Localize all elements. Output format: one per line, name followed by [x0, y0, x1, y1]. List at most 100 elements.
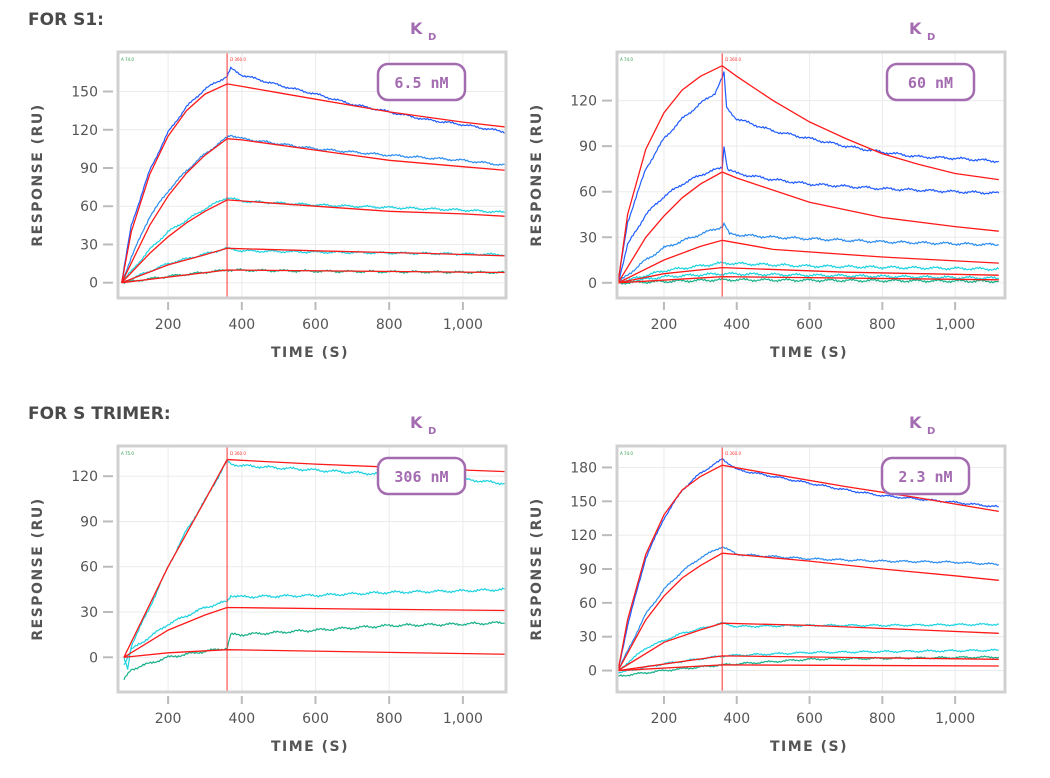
kd-header: K [909, 413, 922, 432]
y-tick-label: 60 [80, 199, 98, 215]
y-tick-label: 0 [588, 664, 597, 680]
x-axis-label: TIME (S) [271, 345, 349, 361]
dissociation-marker-label: D 360.0 [230, 451, 246, 456]
x-tick-label: 400 [228, 711, 255, 727]
data-series-line-1 [123, 587, 506, 666]
x-axis-label: TIME (S) [271, 739, 349, 755]
y-tick-label: 60 [579, 596, 597, 612]
fit-curve-1 [123, 606, 506, 658]
x-tick-label: 400 [723, 711, 750, 727]
section-title: FOR S TRIMER: [28, 404, 171, 424]
y-tick-label: 60 [579, 185, 597, 201]
data-series-line-5 [618, 277, 999, 285]
y-tick-label: 120 [71, 123, 98, 139]
x-tick-label: 1,000 [443, 711, 483, 727]
fit-curve-1 [617, 552, 999, 671]
x-tick-label: 200 [155, 711, 182, 727]
x-tick-label: 200 [651, 317, 678, 333]
y-tick-label: 30 [579, 230, 597, 246]
x-tick-label: 800 [376, 317, 403, 333]
association-marker-label: A 74.0 [121, 57, 134, 62]
data-series-line-3 [617, 261, 1000, 285]
y-tick-label: 30 [80, 605, 98, 621]
y-tick-label: 120 [570, 94, 597, 110]
x-axis-label: TIME (S) [770, 739, 848, 755]
plot-frame [116, 50, 508, 300]
kd-header: K [909, 19, 922, 38]
x-tick-label: 400 [723, 317, 750, 333]
association-marker-label: A 74.0 [620, 57, 633, 62]
y-tick-label: 60 [80, 560, 98, 576]
chart-trimer-2-3nm: K D 200 400 600 800 1,000 0 30 60 90 120 150 180 TIME … [499, 394, 1019, 774]
y-tick-label: 90 [80, 514, 98, 530]
chart-svg: FOR S TRIMER: K D 200 400 600 800 1,000 0 30 60 90 1… [28, 404, 508, 755]
kd-value-box [376, 62, 467, 102]
x-tick-label: 600 [302, 711, 329, 727]
kd-value: 6.5 nM [394, 74, 448, 92]
kd-value: 2.3 nM [898, 468, 952, 486]
plot-frame [615, 444, 1007, 694]
chart-svg: K D 200 400 600 800 1,000 0 30 60 90 120 TIME (S) RES… [529, 19, 1007, 361]
series-group [617, 64, 1000, 285]
y-tick-label: 0 [89, 276, 98, 292]
fit-curve-0 [617, 64, 999, 283]
x-tick-label: 200 [651, 711, 678, 727]
x-tick-label: 800 [869, 711, 896, 727]
data-series-line-0 [121, 66, 506, 283]
y-axis-label: RESPONSE (RU) [529, 103, 545, 246]
chart-trimer-306nm: FOR S TRIMER: K D 200 400 600 800 1,000 0 30 60 90 1… [0, 394, 520, 774]
data-series-line-2 [617, 221, 999, 284]
x-axis-label: TIME (S) [770, 345, 848, 361]
association-marker-label: A 74.0 [620, 451, 633, 456]
x-tick-label: 600 [796, 711, 823, 727]
association-marker-label: A 75.0 [121, 451, 134, 456]
y-tick-label: 0 [89, 650, 98, 666]
chart-s1-6-5nm: FOR S1: K D 200 400 600 800 1,000 0 30 60 90 120 150 T… [0, 0, 520, 380]
kd-value-box [885, 62, 976, 102]
dissociation-marker-label: D 360.0 [230, 57, 246, 62]
x-tick-label: 1,000 [443, 317, 483, 333]
data-series-line-1 [121, 134, 506, 283]
y-tick-label: 90 [579, 139, 597, 155]
kd-header-subscript: D [428, 426, 436, 437]
x-tick-label: 800 [869, 317, 896, 333]
kd-header: K [410, 19, 423, 38]
fit-curve-0 [121, 83, 506, 283]
y-tick-label: 180 [570, 460, 597, 476]
plot-frame [116, 444, 508, 694]
data-series-line-4 [617, 271, 999, 284]
data-series-line-1 [617, 546, 1000, 671]
fit-curve-2 [123, 649, 506, 658]
chart-svg: FOR S1: K D 200 400 600 800 1,000 0 30 60 90 120 150 T… [28, 10, 508, 361]
y-axis-label: RESPONSE (RU) [529, 497, 545, 640]
x-tick-label: 1,000 [935, 711, 975, 727]
fit-curve-0 [617, 464, 999, 671]
y-tick-label: 30 [579, 630, 597, 646]
kd-value-box [376, 456, 467, 496]
data-series-line-2 [123, 620, 506, 681]
kd-value-box [880, 456, 971, 496]
chart-s1-60nm: K D 200 400 600 800 1,000 0 30 60 90 120 TIME (S) RES… [499, 0, 1019, 380]
x-tick-label: 1,000 [935, 317, 975, 333]
dissociation-marker-label: D 360.0 [725, 57, 741, 62]
x-tick-label: 600 [302, 317, 329, 333]
dissociation-marker-label: D 360.0 [725, 451, 741, 456]
kd-header-subscript: D [927, 32, 935, 43]
data-series-line-1 [617, 146, 1000, 283]
y-axis-label: RESPONSE (RU) [30, 103, 46, 246]
y-tick-label: 120 [71, 469, 98, 485]
kd-header-subscript: D [927, 426, 935, 437]
plot-frame [615, 50, 1007, 300]
section-title: FOR S1: [28, 10, 104, 30]
y-tick-label: 90 [80, 161, 98, 177]
kd-value: 306 nM [394, 468, 448, 486]
x-tick-label: 800 [376, 711, 403, 727]
kd-header: K [410, 413, 423, 432]
x-tick-label: 400 [228, 317, 255, 333]
y-tick-label: 120 [570, 528, 597, 544]
y-axis-label: RESPONSE (RU) [30, 497, 46, 640]
y-tick-label: 150 [71, 85, 98, 101]
y-tick-label: 150 [570, 494, 597, 510]
chart-svg: K D 200 400 600 800 1,000 0 30 60 90 120 150 180 TIME … [529, 413, 1007, 755]
data-series-line-4 [617, 655, 1000, 677]
